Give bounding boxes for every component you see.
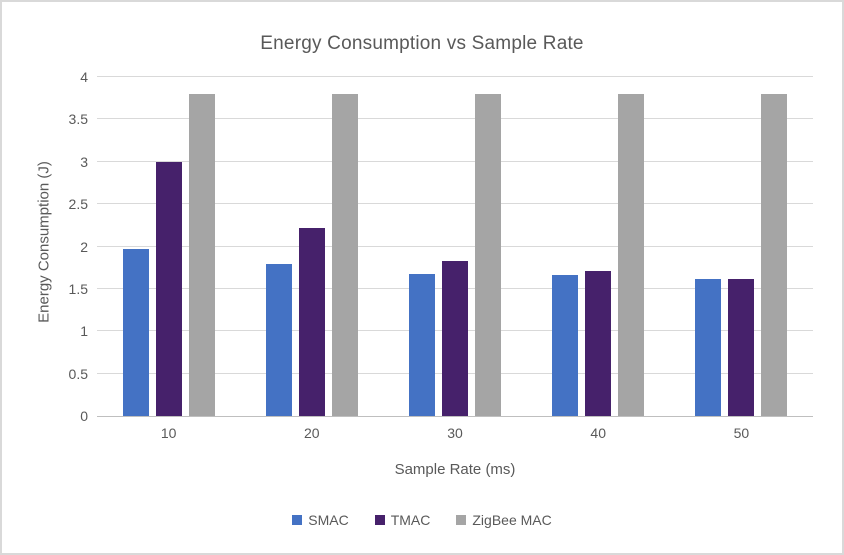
bar-smac-30 [409, 273, 435, 416]
gridline [97, 245, 813, 247]
chart-title: Energy Consumption vs Sample Rate [260, 33, 584, 54]
bar-group-10 [97, 77, 240, 416]
bar-smac-20 [265, 264, 292, 416]
legend-label: SMAC [308, 512, 349, 528]
bar-smac-50 [695, 278, 722, 416]
legend-item-zigbee-mac: ZigBee MAC [456, 512, 552, 528]
bar-smac-40 [552, 275, 579, 416]
bar-group-40 [527, 77, 670, 416]
y-tick-label: 1 [80, 323, 88, 340]
bar-zigbee-mac-50 [761, 93, 788, 416]
legend-item-tmac: TMAC [374, 512, 431, 528]
bar-groups [97, 77, 813, 416]
legend: SMAC TMAC ZigBee MAC [2, 512, 842, 528]
bar-tmac-30 [442, 260, 468, 416]
bar-group-30 [383, 77, 526, 416]
legend-swatch-tmac [374, 515, 385, 525]
x-tick-label: 10 [160, 425, 177, 441]
y-tick-label: 0 [80, 408, 88, 424]
bar-tmac-40 [585, 271, 612, 416]
legend-label: ZigBee MAC [472, 512, 552, 528]
bar-tmac-10 [155, 161, 182, 416]
legend-swatch-zigbee-mac [456, 515, 467, 525]
legend-swatch-smac [292, 515, 303, 525]
x-tick-label: 50 [733, 425, 750, 441]
bar-group-20 [240, 77, 383, 416]
bar-group-50 [670, 77, 813, 416]
y-tick-label: 0.5 [68, 365, 88, 382]
x-axis-title: Sample Rate (ms) [394, 461, 516, 478]
y-tick-label: 2 [80, 238, 88, 255]
y-tick-label: 3 [80, 153, 88, 170]
x-axis-line [97, 416, 813, 417]
bar-tmac-50 [728, 278, 755, 416]
y-tick-label: 1.5 [68, 280, 88, 297]
bar-smac-10 [122, 249, 149, 416]
bar-zigbee-mac-40 [618, 93, 645, 416]
y-tick-label: 4 [80, 69, 88, 85]
gridline [97, 76, 813, 77]
plot-area [97, 76, 813, 417]
gridline [97, 203, 813, 205]
bar-tmac-20 [298, 227, 325, 416]
y-axis-tick-labels: 0 0.5 1 1.5 2 2.5 3 3.5 4 [2, 69, 88, 424]
x-tick-label: 30 [447, 425, 463, 441]
bar-zigbee-mac-30 [475, 93, 501, 416]
bar-zigbee-mac-10 [188, 93, 215, 416]
x-tick-label: 40 [590, 425, 606, 441]
legend-label: TMAC [390, 512, 431, 528]
gridline [97, 118, 813, 120]
x-tick-label: 20 [304, 425, 320, 441]
bar-zigbee-mac-20 [331, 93, 358, 416]
y-tick-label: 2.5 [68, 196, 88, 213]
x-axis-tick-labels: 10 20 30 40 50 [97, 425, 813, 441]
gridline [97, 160, 813, 162]
y-tick-label: 3.5 [68, 111, 88, 128]
legend-item-smac: SMAC [292, 512, 349, 528]
